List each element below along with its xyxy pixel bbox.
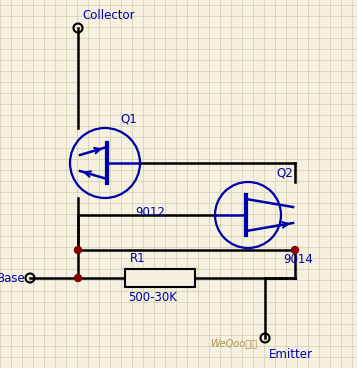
- Text: R1: R1: [130, 252, 146, 265]
- Circle shape: [292, 247, 298, 254]
- Circle shape: [75, 275, 81, 282]
- Text: Q1: Q1: [120, 113, 137, 126]
- Text: Collector: Collector: [82, 9, 135, 22]
- Text: Q2: Q2: [276, 167, 293, 180]
- Circle shape: [75, 247, 81, 254]
- Text: 9012: 9012: [135, 206, 165, 219]
- Text: WeQoo维库: WeQoo维库: [210, 338, 257, 348]
- Text: Emitter: Emitter: [269, 348, 313, 361]
- Text: 9014: 9014: [283, 253, 313, 266]
- Text: 500-30K: 500-30K: [128, 291, 177, 304]
- Bar: [125, 269, 195, 287]
- Text: Base: Base: [0, 272, 26, 284]
